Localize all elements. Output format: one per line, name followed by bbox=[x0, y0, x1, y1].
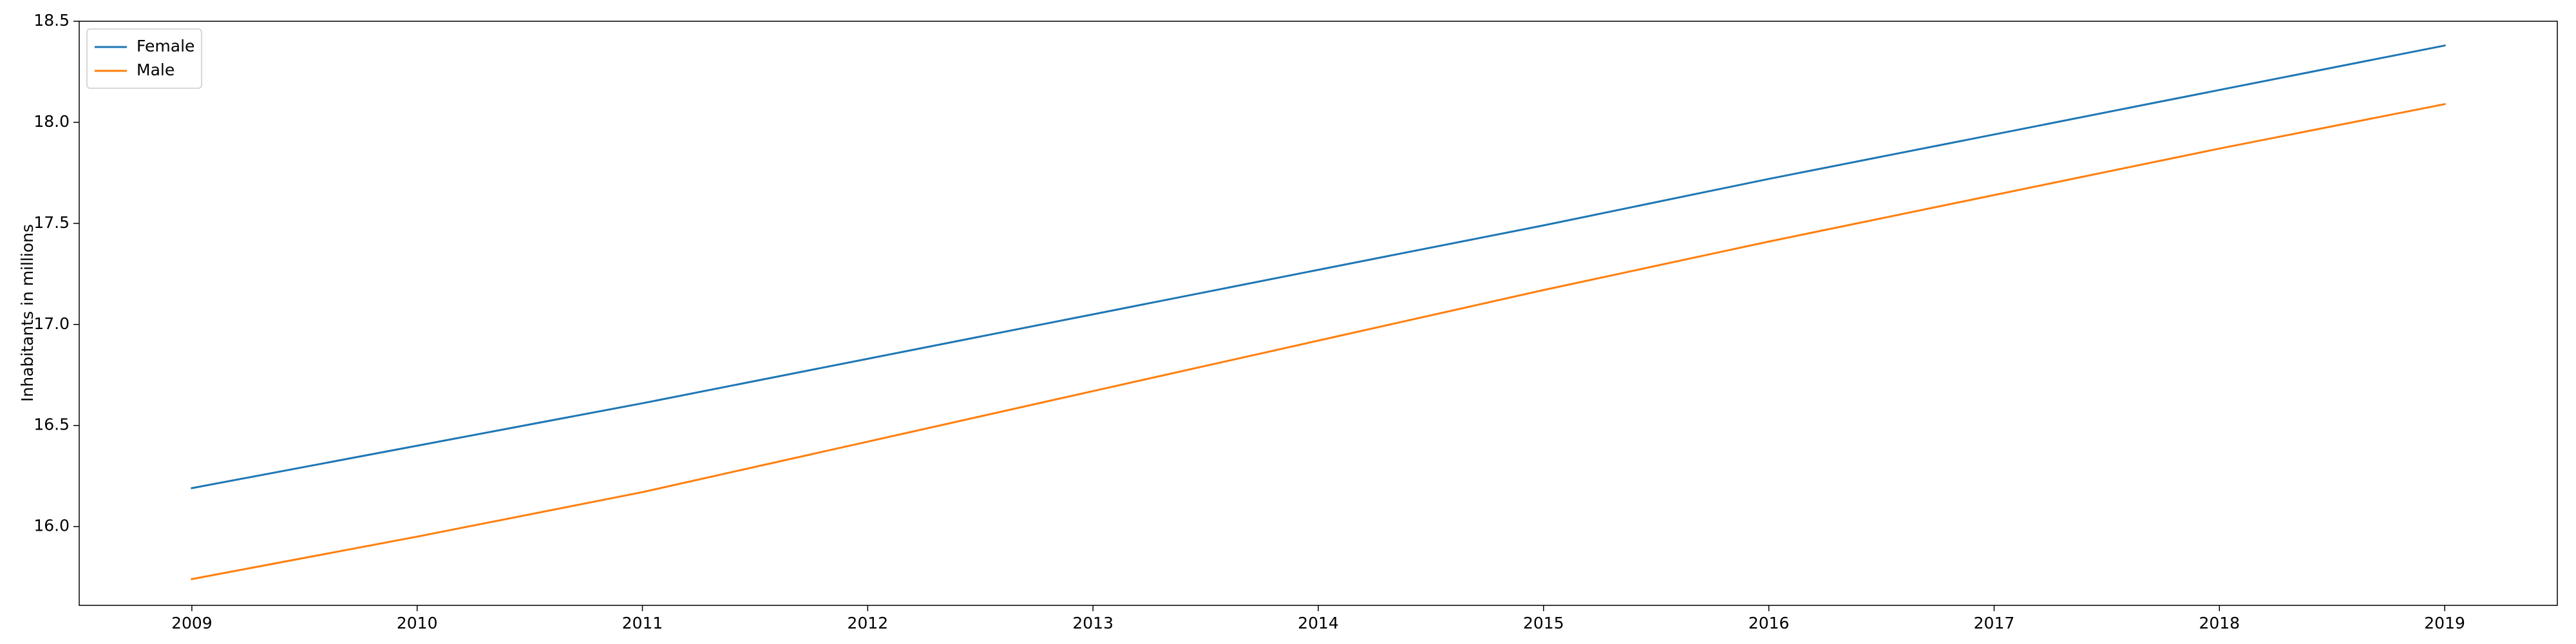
legend-label-female: Female bbox=[137, 37, 194, 55]
y-tick-label: 17.0 bbox=[33, 314, 70, 333]
x-axis-ticks: 2009 2010 2011 2012 2013 2014 2015 2016 2017 2018… bbox=[171, 605, 2465, 632]
legend-label-male: Male bbox=[137, 61, 175, 79]
series-line-female bbox=[191, 44, 2446, 489]
x-tick-label: 2019 bbox=[2424, 614, 2465, 632]
y-tick-label: 16.5 bbox=[33, 415, 70, 434]
x-tick-label: 2012 bbox=[848, 614, 889, 632]
x-tick-label: 2013 bbox=[1072, 614, 1113, 632]
legend: Female Male bbox=[86, 28, 202, 89]
x-tick-label: 2010 bbox=[397, 614, 438, 632]
x-tick-label: 2017 bbox=[1974, 614, 2015, 632]
x-tick-label: 2018 bbox=[2199, 614, 2240, 632]
y-axis-label: Inhabitants in millions bbox=[18, 224, 37, 402]
plot-frame bbox=[79, 21, 2558, 606]
y-tick-label: 18.5 bbox=[33, 11, 70, 30]
x-tick-label: 2009 bbox=[171, 614, 213, 632]
series-line-male bbox=[191, 102, 2446, 580]
x-tick-label: 2016 bbox=[1748, 614, 1790, 632]
series-lines bbox=[191, 44, 2446, 580]
y-axis-ticks: 16.0 16.5 17.0 17.5 18.0 18.5 bbox=[33, 11, 79, 535]
x-tick-label: 2011 bbox=[622, 614, 663, 632]
y-tick-label: 17.5 bbox=[33, 213, 70, 232]
x-tick-label: 2014 bbox=[1298, 614, 1339, 632]
x-tick-label: 2015 bbox=[1523, 614, 1564, 632]
legend-box bbox=[86, 28, 202, 89]
y-tick-label: 16.0 bbox=[33, 516, 70, 535]
y-tick-label: 18.0 bbox=[33, 112, 70, 131]
